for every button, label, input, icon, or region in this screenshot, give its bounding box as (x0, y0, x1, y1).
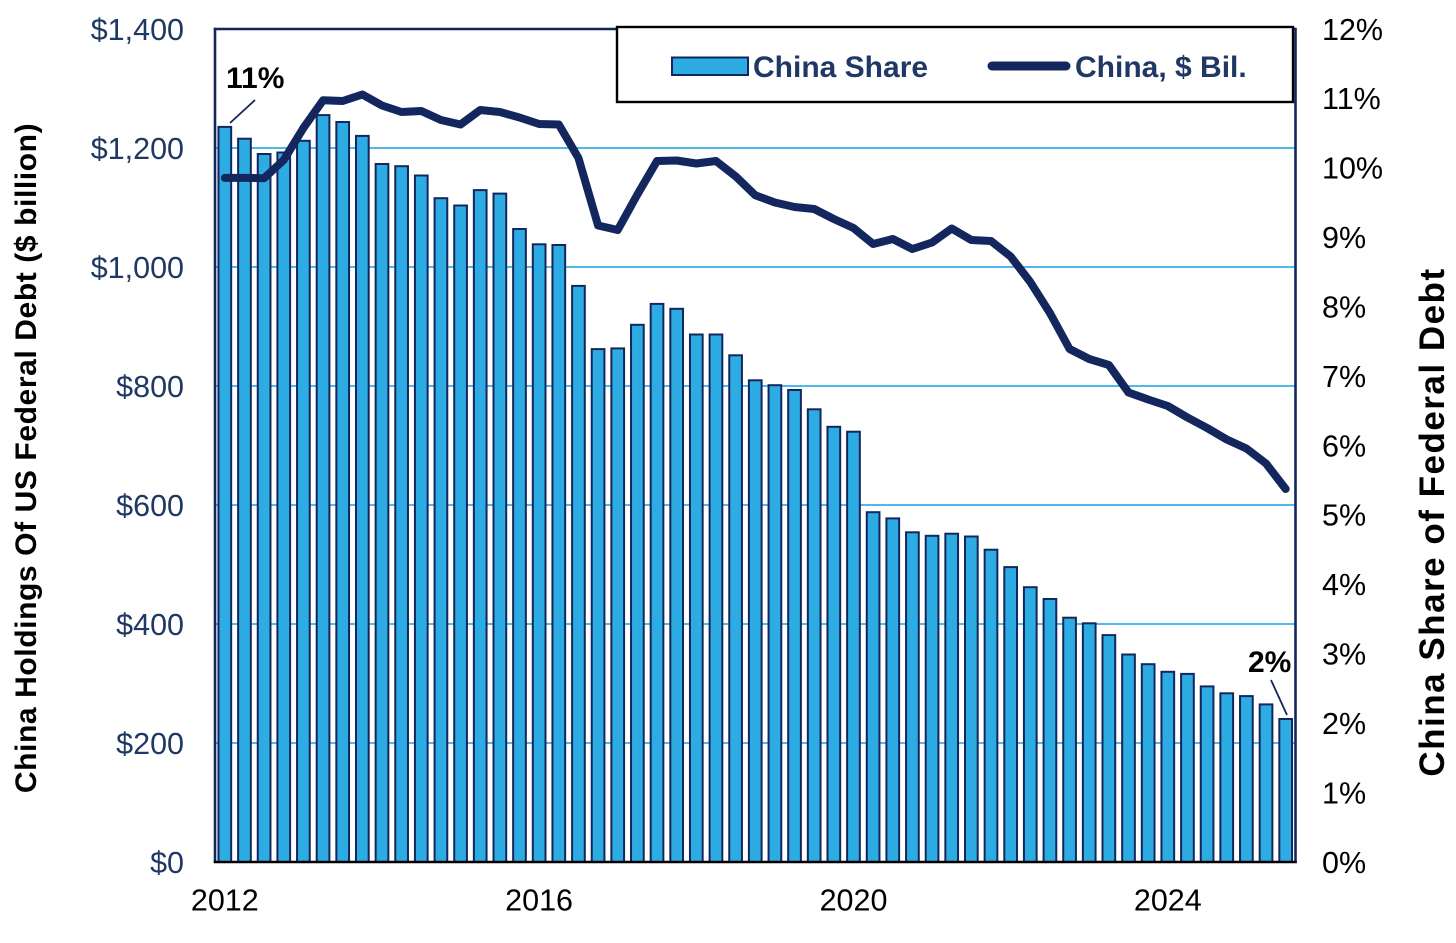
svg-text:1%: 1% (1322, 776, 1366, 810)
svg-text:$800: $800 (116, 370, 184, 404)
svg-text:2024: 2024 (1134, 884, 1202, 918)
svg-text:3%: 3% (1322, 638, 1366, 672)
svg-text:$0: $0 (150, 846, 184, 880)
svg-text:5%: 5% (1322, 499, 1366, 533)
svg-text:$600: $600 (116, 489, 184, 523)
svg-text:China Holdings Of US Federal D: China Holdings Of US Federal Debt ($ bil… (10, 123, 43, 793)
svg-text:China Share: China Share (753, 51, 928, 84)
svg-text:0%: 0% (1322, 846, 1366, 880)
svg-text:2012: 2012 (191, 884, 259, 918)
svg-text:$1,200: $1,200 (91, 132, 184, 166)
svg-text:China, $ Bil.: China, $ Bil. (1075, 51, 1247, 84)
svg-text:$1,400: $1,400 (91, 13, 184, 47)
svg-text:8%: 8% (1322, 291, 1366, 325)
svg-text:2%: 2% (1248, 646, 1291, 679)
svg-text:11%: 11% (1322, 82, 1381, 116)
svg-text:$1,000: $1,000 (91, 251, 184, 285)
svg-text:4%: 4% (1322, 568, 1366, 602)
svg-text:2020: 2020 (820, 884, 888, 918)
svg-text:10%: 10% (1322, 152, 1383, 186)
svg-text:6%: 6% (1322, 429, 1366, 463)
svg-text:12%: 12% (1322, 13, 1383, 47)
svg-text:9%: 9% (1322, 221, 1366, 255)
svg-text:2016: 2016 (505, 884, 573, 918)
svg-text:China Share of Federal Debt: China Share of Federal Debt (1413, 267, 1452, 776)
svg-text:2%: 2% (1322, 707, 1366, 741)
svg-text:11%: 11% (226, 62, 284, 95)
svg-text:$400: $400 (116, 608, 184, 642)
svg-text:$200: $200 (116, 727, 184, 761)
svg-text:7%: 7% (1322, 360, 1366, 394)
